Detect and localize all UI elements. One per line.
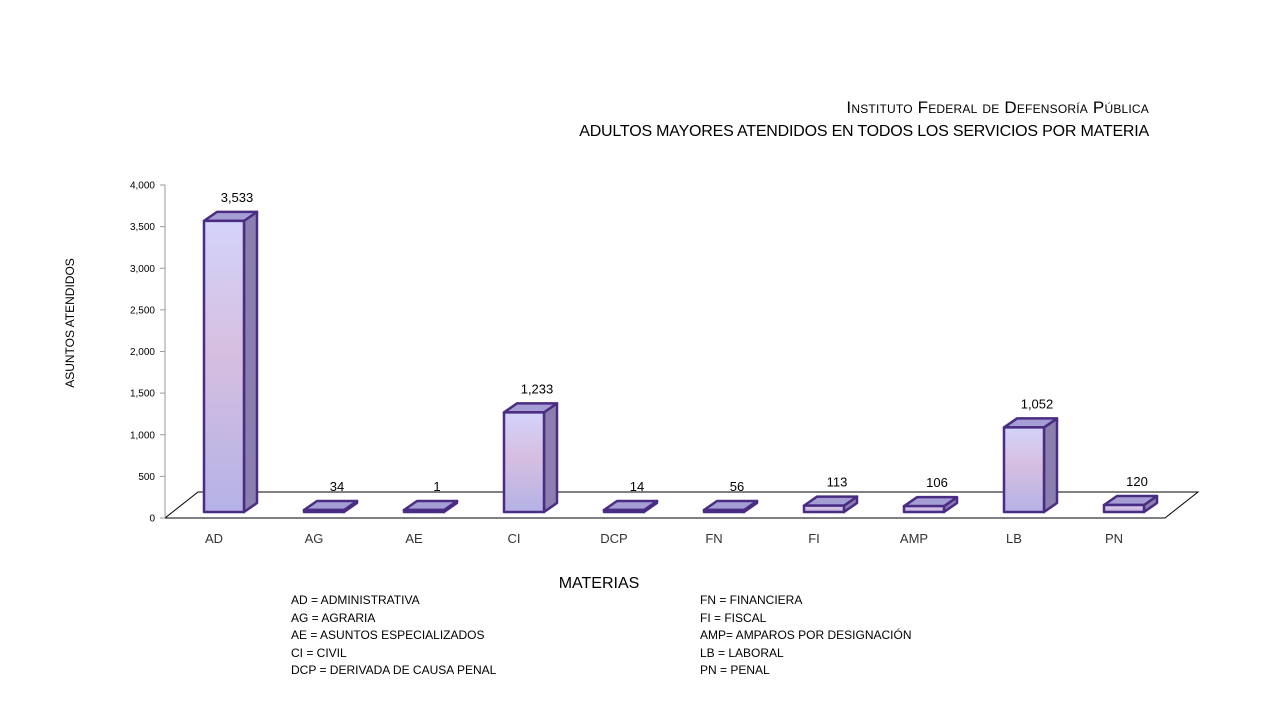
- data-label: 1: [433, 479, 440, 494]
- bar-ae: [402, 499, 459, 514]
- bar-amp: [902, 495, 959, 514]
- bar-ad: [202, 210, 259, 514]
- y-tick-label: 1,000: [130, 430, 155, 441]
- x-tick-label: AD: [205, 531, 223, 546]
- legend-item: PN = PENAL: [700, 663, 770, 678]
- bar-front: [1002, 426, 1046, 514]
- bar-ci: [502, 402, 559, 514]
- data-label: 106: [926, 475, 948, 490]
- bar-side: [242, 210, 259, 514]
- y-tick-label: 3,000: [130, 264, 155, 275]
- bar-front: [1102, 503, 1146, 514]
- y-tick-label: 4,000: [130, 181, 155, 192]
- data-label: 1,052: [1021, 396, 1054, 411]
- bar-front: [502, 411, 546, 514]
- y-tick-label: 1,500: [130, 389, 155, 400]
- legend-item: CI = CIVIL: [291, 645, 347, 660]
- bar-lb: [1002, 417, 1059, 514]
- legend-item: DCP = DERIVADA DE CAUSA PENAL: [291, 663, 497, 678]
- x-tick-label: LB: [1006, 531, 1022, 546]
- x-axis-label: MATERIAS: [559, 575, 640, 592]
- bar-side: [1042, 417, 1059, 514]
- chart-subtitle: ADULTOS MAYORES ATENDIDOS EN TODOS LOS S…: [579, 123, 1149, 140]
- legend-item: FN = FINANCIERA: [700, 593, 803, 607]
- data-label: 3,533: [221, 190, 254, 205]
- bar-dcp: [602, 499, 659, 514]
- legend-item: AD = ADMINISTRATIVA: [291, 593, 420, 607]
- bar-front: [302, 508, 346, 514]
- y-tick-label: 2,500: [130, 305, 155, 316]
- legend-left: AD = ADMINISTRATIVA AG = AGRARIA AE = AS…: [291, 592, 496, 680]
- bar-fn: [702, 499, 759, 514]
- bar-front: [902, 504, 946, 514]
- y-tick-label: 2,000: [130, 347, 155, 358]
- y-tick-label: 0: [149, 514, 155, 525]
- x-tick-label: AMP: [900, 531, 928, 546]
- legend-item: AG = AGRARIA: [291, 610, 376, 625]
- x-tick-label: CI: [508, 531, 521, 546]
- x-tick-label: FN: [705, 531, 722, 546]
- bar-fi: [802, 495, 859, 514]
- x-tick-label: FI: [808, 531, 820, 546]
- data-label: 14: [630, 479, 644, 494]
- chart-title: Instituto Federal de Defensoría Pública: [846, 98, 1149, 117]
- x-tick-label: PN: [1105, 531, 1123, 546]
- x-tick-label: AE: [405, 531, 423, 546]
- legend-item: AE = ASUNTOS ESPECIALIZADOS: [291, 628, 485, 643]
- bar-front: [402, 508, 446, 514]
- bar-side: [542, 402, 559, 514]
- y-axis-label: ASUNTOS ATENDIDOS: [63, 258, 77, 388]
- bar-front: [802, 504, 846, 514]
- legend-item: AMP= AMPAROS POR DESIGNACIÓN: [700, 628, 912, 643]
- legend-right: FN = FINANCIERA FI = FISCAL AMP= AMPAROS…: [700, 592, 912, 680]
- y-tick-label: 500: [138, 472, 155, 483]
- x-tick-label: AG: [305, 531, 324, 546]
- legend-item: LB = LABORAL: [700, 645, 784, 660]
- legend-item: FI = FISCAL: [700, 610, 767, 625]
- data-label: 56: [730, 479, 744, 494]
- bar-front: [202, 219, 246, 514]
- bar-front: [602, 508, 646, 514]
- data-label: 1,233: [521, 381, 554, 396]
- y-tick-label: 3,500: [130, 222, 155, 233]
- data-label: 120: [1126, 474, 1148, 489]
- chart-title-block: Instituto Federal de Defensoría Pública …: [579, 96, 1149, 144]
- data-label: 34: [330, 479, 344, 494]
- bar-ag: [302, 499, 359, 514]
- x-tick-label: DCP: [600, 531, 627, 546]
- data-label: 113: [827, 475, 848, 490]
- bar-front: [702, 508, 746, 514]
- bar-pn: [1102, 494, 1159, 514]
